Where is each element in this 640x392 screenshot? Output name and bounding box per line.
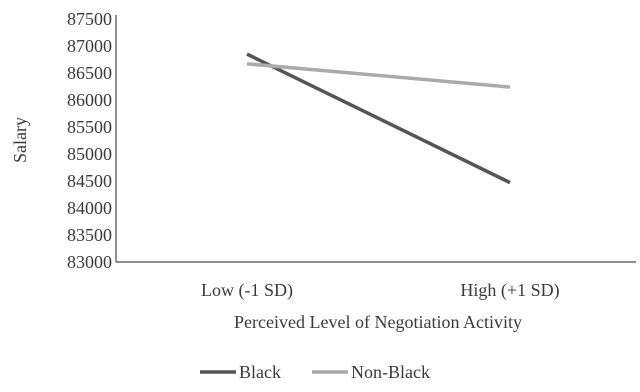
legend-label-black: Black: [239, 362, 281, 382]
legend-label-non-black: Non-Black: [351, 362, 430, 382]
y-tick-label: 83500: [67, 225, 112, 245]
y-tick-label: 84500: [67, 171, 112, 191]
x-tick-label: Low (-1 SD): [201, 280, 293, 301]
series-lines: [246, 52, 511, 185]
series-line-non-black: [246, 62, 511, 89]
axes: [115, 15, 636, 263]
y-tick-label: 86500: [67, 63, 112, 83]
y-tick-label: 87500: [67, 9, 112, 29]
y-axis-title: Salary: [10, 117, 30, 163]
y-tick-label: 87000: [67, 36, 112, 56]
y-tick-label: 83000: [67, 252, 112, 272]
y-tick-label: 85500: [67, 117, 112, 137]
x-tick-label: High (+1 SD): [460, 280, 559, 301]
legend: Black Non-Black: [200, 362, 430, 382]
x-axis-title: Perceived Level of Negotiation Activity: [234, 312, 522, 332]
y-tick-label: 86000: [67, 90, 112, 110]
y-tick-label: 85000: [67, 144, 112, 164]
y-tick-label: 84000: [67, 198, 112, 218]
tick-labels: 83000 83500 84000 84500 85000 85500 86000 86500…: [67, 9, 560, 301]
series-line-black: [246, 52, 511, 185]
